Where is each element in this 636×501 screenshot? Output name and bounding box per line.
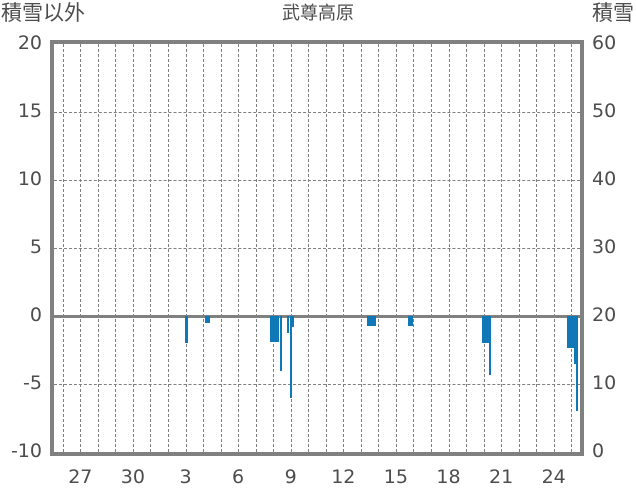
right-axis-tick-label: 30	[592, 236, 617, 258]
right-axis-tick-label: 10	[592, 372, 617, 394]
horizontal-gridline	[54, 180, 580, 181]
bar	[408, 316, 414, 327]
plot-inner	[54, 44, 580, 452]
right-axis-tick-label: 60	[592, 32, 617, 54]
left-axis-tick-label: 15	[17, 100, 42, 122]
bar	[366, 316, 377, 326]
bar	[286, 316, 290, 333]
left-axis-tick-label: 10	[17, 168, 42, 190]
horizontal-gridline	[54, 112, 580, 113]
left-axis-tick-label: -10	[10, 440, 42, 462]
x-axis-tick-label: 24	[541, 466, 566, 488]
x-axis-tick-label: 6	[232, 466, 245, 488]
bar	[481, 316, 491, 343]
horizontal-gridline	[54, 248, 580, 249]
x-axis-tick-label: 9	[284, 466, 297, 488]
left-axis-tick-label: 0	[29, 304, 42, 326]
right-axis-title: 積雪	[592, 1, 634, 25]
bar	[573, 316, 576, 364]
bar	[566, 316, 576, 348]
bar	[270, 316, 280, 342]
chart-title: 武尊高原	[282, 3, 354, 24]
x-axis-tick-label: 27	[68, 466, 93, 488]
right-axis-tick-label: 50	[592, 100, 617, 122]
plot-area	[50, 40, 584, 456]
x-axis-tick-label: 12	[331, 466, 356, 488]
right-axis-tick-label: 0	[592, 440, 605, 462]
horizontal-gridline	[54, 384, 580, 385]
left-axis-title: 積雪以外	[1, 1, 85, 25]
left-axis-tick-label: 5	[29, 236, 42, 258]
zero-line	[54, 314, 580, 318]
bar	[204, 316, 211, 324]
bar	[279, 316, 283, 372]
bar	[291, 316, 294, 327]
bar	[289, 316, 292, 398]
bar	[488, 316, 491, 376]
x-axis-tick-label: 18	[436, 466, 461, 488]
x-axis-tick-label: 21	[489, 466, 514, 488]
right-axis-tick-label: 40	[592, 168, 617, 190]
bar	[575, 316, 578, 412]
right-axis-tick-label: 20	[592, 304, 617, 326]
left-axis-tick-label: -5	[23, 372, 42, 394]
bar	[185, 316, 188, 343]
x-axis-tick-label: 15	[383, 466, 408, 488]
x-axis-tick-label: 3	[179, 466, 192, 488]
left-axis-tick-label: 20	[17, 32, 42, 54]
x-axis-tick-label: 30	[120, 466, 145, 488]
